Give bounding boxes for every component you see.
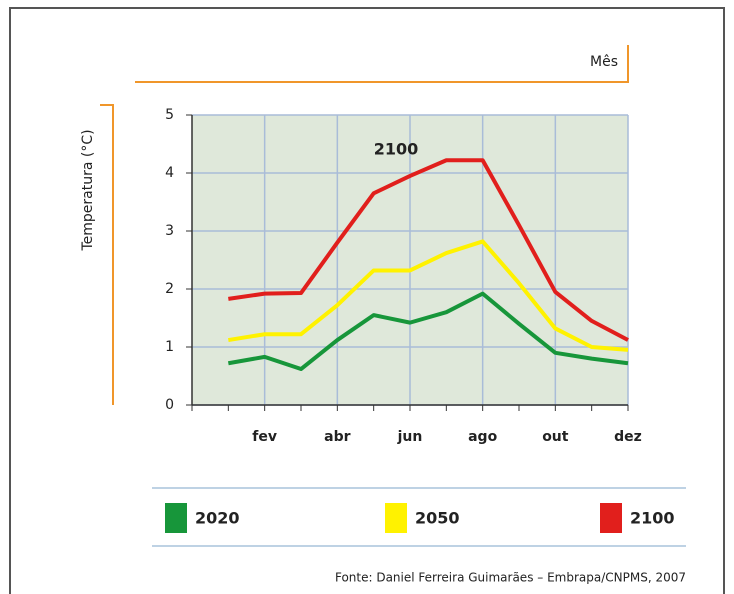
x-tick-label: fev — [252, 429, 277, 445]
y-tick-label: 5 — [165, 107, 174, 123]
annotation: 2100 — [374, 140, 419, 159]
x-tick-label: ago — [468, 429, 497, 445]
legend-label: 2050 — [415, 509, 460, 528]
legend-label: 2020 — [195, 509, 240, 528]
x-axis-label: Mês — [590, 54, 618, 70]
line-series — [228, 158, 629, 342]
y-axis-label: Temperatura (°C) — [80, 129, 96, 251]
x-tick-label: abr — [324, 429, 350, 445]
x-label-line — [135, 45, 629, 83]
y-tick-label: 2 — [165, 281, 174, 297]
source: Fonte: Daniel Ferreira Guimarães – Embra… — [335, 571, 686, 585]
x-tick-label: out — [542, 429, 569, 445]
legend-swatch — [165, 503, 187, 533]
legend-label: 2100 — [630, 509, 675, 528]
line-series — [228, 239, 629, 352]
frame — [9, 7, 725, 594]
x-tick-label: dez — [614, 429, 642, 445]
y-tick-label: 4 — [165, 165, 174, 181]
legend-swatch — [600, 503, 622, 533]
line-series — [227, 291, 629, 372]
legend-swatch — [385, 503, 407, 533]
x-tick-label: jun — [397, 429, 423, 445]
y-tick-label: 0 — [165, 397, 174, 413]
y-tick-label: 1 — [165, 339, 174, 355]
y-tick-label: 3 — [165, 223, 174, 239]
y-label-line — [100, 104, 114, 405]
